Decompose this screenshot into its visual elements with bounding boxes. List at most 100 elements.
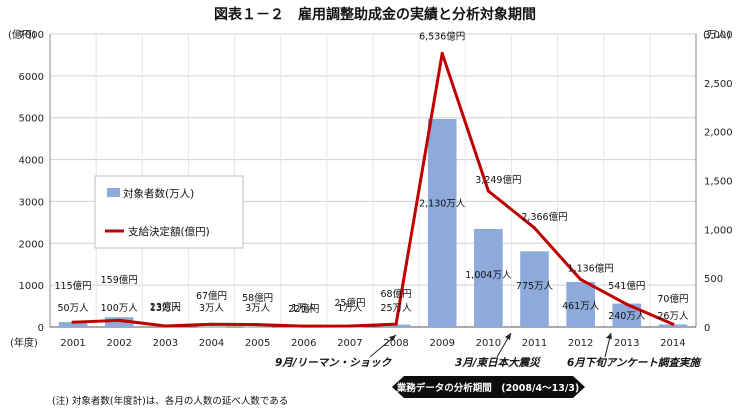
bar-data-label: 25万人 (381, 303, 413, 314)
line-point (625, 302, 629, 306)
y-right-tick-label: 2,500 (704, 79, 733, 90)
footnote: (注) 対象者数(年度計)は、各月の人数の延べ人数である (52, 395, 288, 407)
line-data-label: 3,249億円 (475, 174, 521, 186)
line-data-label: 159億円 (101, 274, 138, 286)
bar-data-label: 3万人 (245, 303, 271, 314)
line-data-label: 6,536億円 (419, 30, 465, 42)
right-axis-unit: (万人) (703, 29, 731, 41)
line-point (209, 322, 214, 326)
analysis-period-band (392, 376, 585, 398)
bar-data-label: 1万人 (337, 303, 363, 314)
x-tick-label: 2003 (153, 338, 178, 349)
line-point (440, 51, 444, 56)
bar-data-label: 461万人 (562, 301, 600, 312)
bar (520, 251, 549, 327)
bar-data-label: 1,004万人 (465, 270, 512, 281)
line-data-label: 23億円 (150, 301, 181, 313)
bar (104, 317, 134, 327)
y-left-tick-label: 3000 (19, 197, 44, 208)
line-point (117, 318, 121, 322)
line-point (671, 322, 675, 326)
x-tick-label: 2001 (60, 338, 85, 349)
line-point (163, 324, 167, 328)
y-left-tick-label: 7000 (19, 30, 44, 41)
bar-data-label: 775万人 (516, 281, 554, 292)
line-layer (71, 51, 675, 328)
line-point (256, 322, 260, 327)
line-point (71, 320, 75, 324)
line-point (579, 277, 583, 282)
y-left-tick-label: 6000 (19, 72, 44, 83)
bar-data-label: 50万人 (58, 303, 90, 314)
x-tick-label: 2009 (429, 338, 454, 349)
arrow-earthquake-head (505, 333, 511, 340)
arrow-survey-head (606, 333, 612, 339)
y-left-tick-label: 0 (38, 323, 44, 334)
x-tick-label: 2013 (614, 338, 639, 349)
event-annotations: 9月/リーマン・ショック 3月/東日本大震災 6月下旬アンケート調査実施 (275, 332, 702, 369)
y-right-tick-label: 1,500 (704, 177, 733, 188)
line-data-label: 541億円 (608, 280, 645, 292)
arrow-lehman-head (389, 335, 396, 341)
bar-data-label: 1万人 (291, 303, 317, 314)
bar (658, 324, 688, 327)
bar-data-label: 240万人 (608, 311, 646, 322)
y-right-tick-label: 1,000 (704, 225, 733, 236)
line-data-label: 70億円 (657, 293, 688, 305)
line-data-label: 1,136億円 (568, 262, 614, 274)
annotation-lehman: 9月/リーマン・ショック (275, 357, 393, 369)
bar-data-label: 3万人 (199, 303, 225, 314)
x-tick-label: 2011 (522, 338, 547, 349)
bar (566, 281, 595, 327)
y-left-tick-label: 5000 (19, 114, 44, 125)
legend: 対象者数(万人) 支給決定額(億円) (94, 175, 244, 249)
line-data-label: 22億円 (288, 303, 319, 315)
bar-data-label: 26万人 (657, 311, 689, 322)
line-series (73, 51, 674, 328)
x-tick-label: 2014 (660, 338, 685, 349)
left-axis-unit: (億円) (8, 28, 36, 41)
bar (427, 118, 457, 327)
bar (58, 322, 88, 327)
bar (197, 326, 226, 328)
y-right-tick-label: 500 (704, 274, 723, 285)
x-tick-label: 2010 (476, 338, 501, 349)
chart-title: 図表１－２ 雇用調整助成金の実績と分析対象期間 (214, 6, 536, 23)
tick-layer: 0 1000 2000 3000 4000 5000 6000 7000 0 500 1,000 1,… (19, 30, 733, 349)
x-tick-label: 2012 (568, 338, 593, 349)
line-data-label: 67億円 (196, 290, 227, 302)
x-tick-label: 2005 (245, 338, 270, 349)
bar (474, 228, 503, 327)
line-point (302, 324, 306, 328)
bar-data-label: 13万人 (150, 303, 182, 314)
y-right-tick-label: 3,000 (704, 30, 733, 41)
bar-data-label: 2,130万人 (419, 198, 466, 209)
line-point (532, 226, 537, 230)
line-data-label: 25億円 (334, 297, 365, 309)
line-point (348, 324, 352, 328)
bars-layer (58, 118, 688, 328)
line-data-label: 115億円 (55, 280, 92, 292)
bar-data-label: 100万人 (101, 303, 139, 314)
analysis-period-label: 業務データの分析期間 (2008/4～13/3) (396, 382, 580, 394)
bar (381, 324, 411, 327)
line-point (394, 322, 398, 326)
bar (243, 326, 272, 328)
x-tick-label: 2006 (291, 338, 316, 349)
line-data-label: 2,366億円 (521, 211, 567, 223)
annotation-earthquake: 3月/東日本大震災 (455, 356, 541, 369)
line-data-label: 68億円 (381, 288, 412, 300)
y-left-tick-label: 2000 (19, 239, 44, 250)
x-axis-unit: (年度) (10, 336, 38, 349)
y-left-tick-label: 4000 (19, 156, 44, 167)
legend-label-persons: 対象者数(万人) (123, 187, 194, 200)
x-tick-label: 2008 (383, 338, 408, 349)
x-tick-label: 2002 (106, 338, 131, 349)
annotation-survey: 6月下旬アンケート調査実施 (567, 356, 702, 369)
legend-label-amount: 支給決定額(億円) (128, 225, 210, 238)
line-data-label: 58億円 (242, 292, 273, 304)
bar (612, 303, 642, 327)
analysis-period-arrow: 業務データの分析期間 (2008/4～13/3) (392, 376, 585, 398)
